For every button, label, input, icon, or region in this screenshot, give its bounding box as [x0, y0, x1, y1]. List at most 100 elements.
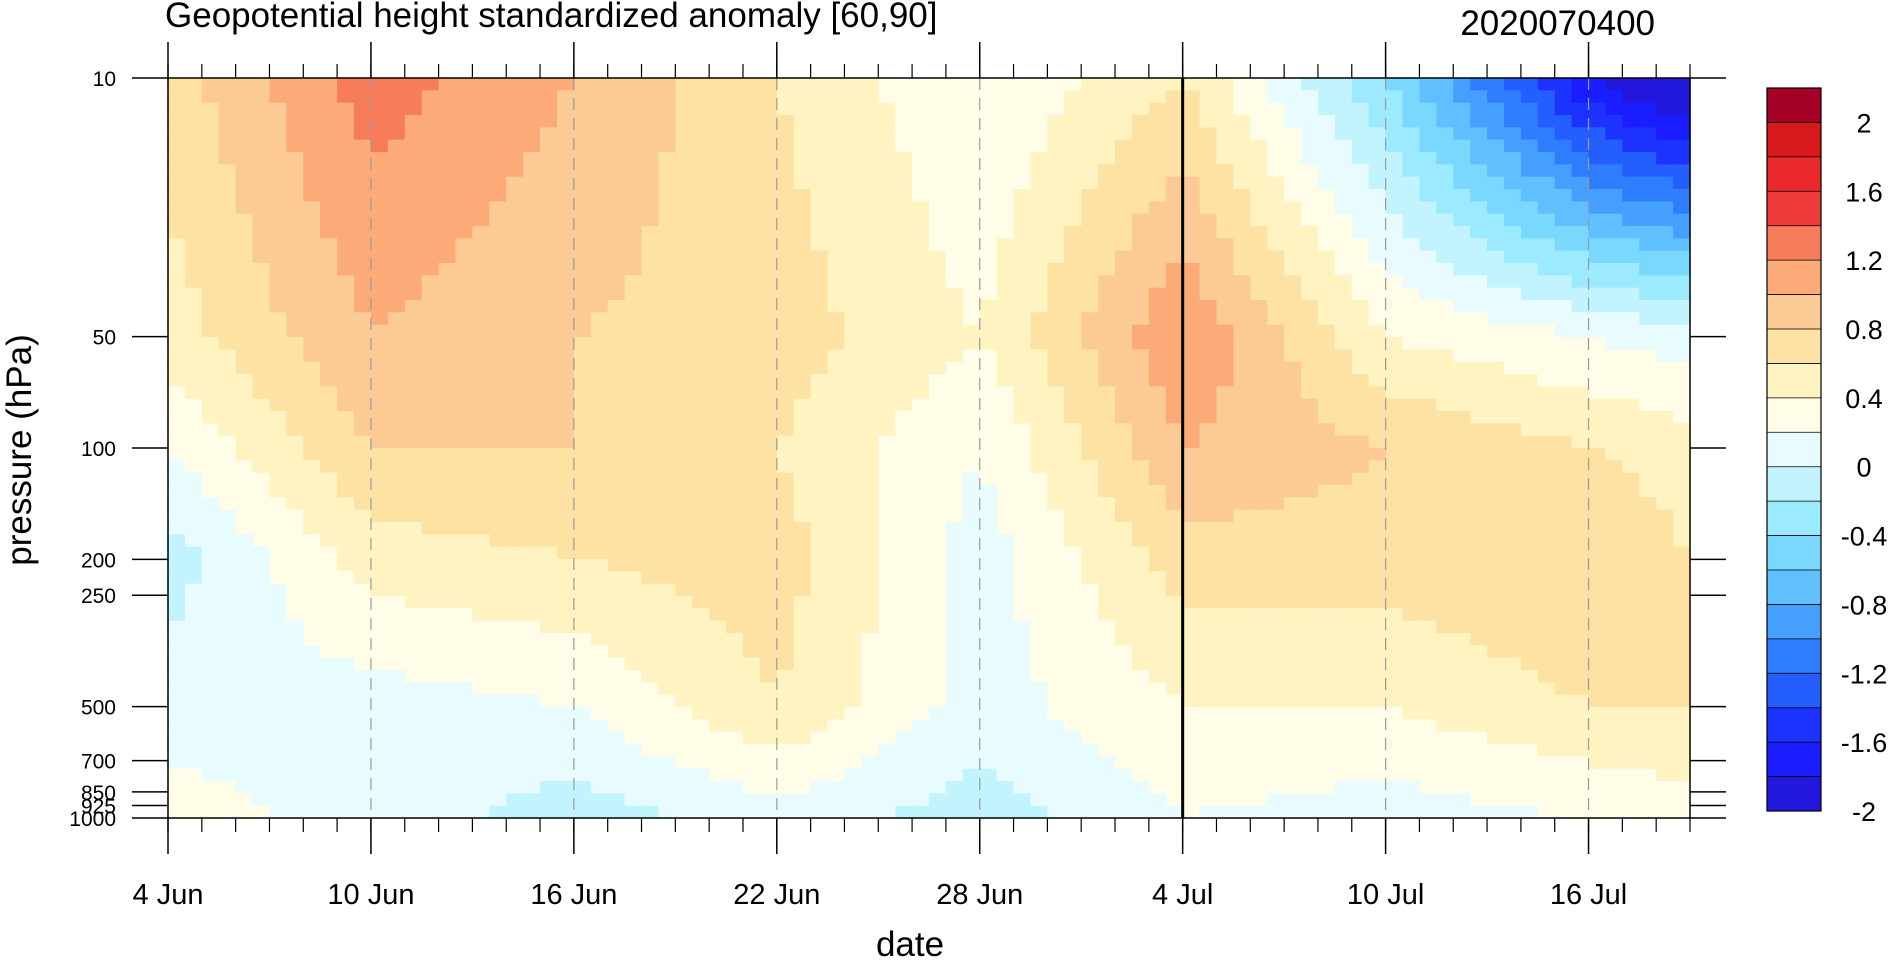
contour-cell	[168, 337, 186, 350]
contour-cell	[1351, 164, 1370, 178]
contour-cell	[658, 152, 676, 165]
contour-cell	[455, 127, 473, 141]
contour-cell	[472, 509, 490, 523]
contour-cell	[658, 522, 676, 535]
contour-cell	[1588, 250, 1607, 264]
contour-cell	[1622, 744, 1640, 757]
contour-cell	[1081, 460, 1099, 474]
contour-cell	[1233, 250, 1251, 264]
contour-cell	[184, 657, 203, 671]
contour-cell	[235, 707, 254, 720]
contour-cell	[1233, 189, 1251, 202]
contour-cell	[404, 744, 423, 757]
contour-cell	[1233, 275, 1251, 289]
contour-cell	[218, 411, 237, 424]
contour-cell	[1419, 633, 1437, 646]
contour-cell	[540, 485, 558, 498]
contour-cell	[337, 300, 355, 313]
contour-cell	[1419, 435, 1437, 449]
contour-cell	[912, 694, 930, 708]
contour-cell	[1588, 102, 1607, 116]
contour-cell	[1131, 472, 1150, 486]
contour-cell	[1537, 300, 1556, 313]
contour-cell	[1351, 250, 1370, 264]
contour-cell	[1267, 386, 1285, 400]
contour-cell	[1605, 152, 1623, 165]
contour-cell	[675, 386, 693, 400]
contour-cell	[1131, 460, 1150, 474]
contour-cell	[184, 485, 203, 498]
contour-cell	[709, 448, 727, 461]
contour-cell	[1115, 645, 1133, 659]
contour-cell	[624, 645, 643, 659]
contour-cell	[1233, 559, 1251, 572]
contour-cell	[1554, 583, 1573, 597]
contour-cell	[387, 608, 406, 622]
contour-cell	[1098, 189, 1116, 202]
contour-cell	[1284, 596, 1302, 609]
contour-cell	[1503, 238, 1522, 252]
contour-cell	[201, 485, 220, 498]
contour-cell	[168, 164, 186, 178]
contour-cell	[184, 189, 203, 202]
contour-cell	[1233, 546, 1251, 560]
contour-cell	[1284, 559, 1302, 572]
contour-cell	[590, 263, 609, 276]
contour-cell	[1317, 263, 1336, 276]
contour-cell	[1639, 287, 1657, 301]
contour-cell	[303, 509, 321, 523]
contour-cell	[1013, 731, 1032, 745]
contour-cell	[1605, 102, 1623, 116]
contour-cell	[1487, 633, 1505, 646]
contour-cell	[1588, 411, 1607, 424]
contour-cell	[1554, 312, 1573, 326]
contour-cell	[1622, 263, 1640, 276]
contour-cell	[1351, 213, 1370, 227]
contour-cell	[1165, 596, 1184, 609]
contour-cell	[675, 164, 693, 178]
contour-cell	[692, 127, 710, 141]
contour-cell	[1317, 324, 1336, 338]
contour-cell	[337, 522, 355, 535]
contour-cell	[269, 152, 287, 165]
contour-cell	[1284, 719, 1302, 733]
contour-cell	[945, 497, 964, 511]
contour-cell	[945, 620, 964, 634]
contour-cell	[1064, 559, 1082, 572]
contour-cell	[1250, 534, 1268, 548]
contour-cell	[675, 115, 693, 128]
contour-cell	[590, 522, 609, 535]
contour-cell	[1503, 522, 1522, 535]
contour-cell	[1131, 324, 1150, 338]
contour-cell	[844, 201, 862, 215]
contour-cell	[827, 398, 846, 412]
contour-cell	[624, 608, 643, 622]
contour-cell	[455, 509, 473, 523]
contour-cell	[354, 448, 372, 461]
contour-cell	[1487, 164, 1505, 178]
contour-cell	[759, 645, 778, 659]
contour-cell	[692, 213, 710, 227]
contour-cell	[1013, 435, 1032, 449]
contour-cell	[168, 226, 186, 239]
contour-cell	[370, 250, 389, 264]
contour-cell	[523, 78, 541, 91]
contour-cell	[1436, 596, 1454, 609]
contour-cell	[218, 485, 237, 498]
contour-cell	[1470, 571, 1488, 585]
contour-cell	[1098, 620, 1116, 634]
contour-cell	[1267, 250, 1285, 264]
contour-cell	[759, 213, 778, 227]
contour-cell	[438, 90, 457, 104]
contour-cell	[641, 398, 660, 412]
contour-cell	[1013, 460, 1032, 474]
contour-cell	[658, 312, 676, 326]
contour-cell	[1470, 337, 1488, 350]
contour-cell	[658, 423, 676, 437]
contour-cell	[1639, 731, 1657, 745]
contour-cell	[1064, 596, 1082, 609]
contour-cell	[726, 633, 744, 646]
contour-cell	[370, 263, 389, 276]
contour-cell	[1148, 102, 1167, 116]
contour-cell	[1013, 546, 1032, 560]
